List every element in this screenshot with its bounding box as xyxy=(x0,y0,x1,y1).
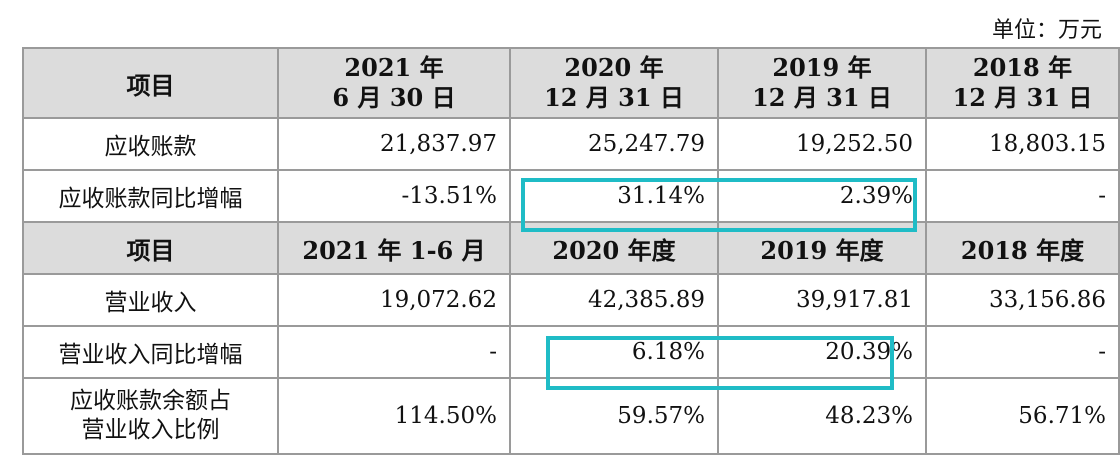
header-text: 2020 年 12 月 31 日 xyxy=(544,53,684,112)
header-row-income: 项目 2021 年 1-6 月 2020 年度 2019 年度 2018 年度 xyxy=(22,221,1120,275)
table-cell: 2.39% xyxy=(717,169,927,223)
table-cell: - xyxy=(277,325,511,379)
header-date-2020: 2020 年 12 月 31 日 xyxy=(509,47,719,119)
header-text: 2019 年 12 月 31 日 xyxy=(752,53,892,112)
table-cell: 19,072.62 xyxy=(277,273,511,327)
header-period-2019: 2019 年度 xyxy=(717,221,927,275)
header-item: 项目 xyxy=(22,221,279,275)
row-label: 营业收入同比增幅 xyxy=(22,325,279,379)
header-text: 2021 年 6 月 30 日 xyxy=(332,53,456,112)
row-label: 应收账款 xyxy=(22,117,279,171)
table-cell: 39,917.81 xyxy=(717,273,927,327)
header-period-2018: 2018 年度 xyxy=(925,221,1120,275)
header-text: 2018 年 12 月 31 日 xyxy=(952,53,1093,112)
table-cell: 114.50% xyxy=(277,377,511,455)
table-cell: -13.51% xyxy=(277,169,511,223)
unit-label: 单位：万元 xyxy=(991,18,1102,43)
table-cell: 56.71% xyxy=(925,377,1120,455)
table-row: 应收账款 21,837.97 25,247.79 19,252.50 18,80… xyxy=(22,117,1120,171)
header-date-2021: 2021 年 6 月 30 日 xyxy=(277,47,511,119)
table-row: 营业收入 19,072.62 42,385.89 39,917.81 33,15… xyxy=(22,273,1120,327)
table-cell: 33,156.86 xyxy=(925,273,1120,327)
table-cell: 19,252.50 xyxy=(717,117,927,171)
table-row: 应收账款同比增幅 -13.51% 31.14% 2.39% - xyxy=(22,169,1120,223)
row-label: 应收账款同比增幅 xyxy=(22,169,279,223)
table-cell: 18,803.15 xyxy=(925,117,1120,171)
table-cell: 42,385.89 xyxy=(509,273,719,327)
table-cell: 6.18% xyxy=(509,325,719,379)
row-label: 应收账款余额占 营业收入比例 xyxy=(22,377,279,455)
financial-table: 项目 2021 年 6 月 30 日 2020 年 12 月 31 日 2019… xyxy=(22,47,1120,455)
table-cell: - xyxy=(925,325,1120,379)
table-cell: 48.23% xyxy=(717,377,927,455)
table-cell: 31.14% xyxy=(509,169,719,223)
header-date-2018: 2018 年 12 月 31 日 xyxy=(925,47,1120,119)
table-cell: 21,837.97 xyxy=(277,117,511,171)
row-label: 营业收入 xyxy=(22,273,279,327)
header-period-2020: 2020 年度 xyxy=(509,221,719,275)
header-period-2021: 2021 年 1-6 月 xyxy=(277,221,511,275)
header-row-balance: 项目 2021 年 6 月 30 日 2020 年 12 月 31 日 2019… xyxy=(22,47,1120,119)
table-row: 应收账款余额占 营业收入比例 114.50% 59.57% 48.23% 56.… xyxy=(22,377,1120,455)
row-label-text: 应收账款余额占 营业收入比例 xyxy=(70,388,231,443)
header-date-2019: 2019 年 12 月 31 日 xyxy=(717,47,927,119)
table-cell: 25,247.79 xyxy=(509,117,719,171)
table-row: 营业收入同比增幅 - 6.18% 20.39% - xyxy=(22,325,1120,379)
table-cell: 20.39% xyxy=(717,325,927,379)
table-cell: 59.57% xyxy=(509,377,719,455)
header-item: 项目 xyxy=(22,47,279,119)
table-cell: - xyxy=(925,169,1120,223)
